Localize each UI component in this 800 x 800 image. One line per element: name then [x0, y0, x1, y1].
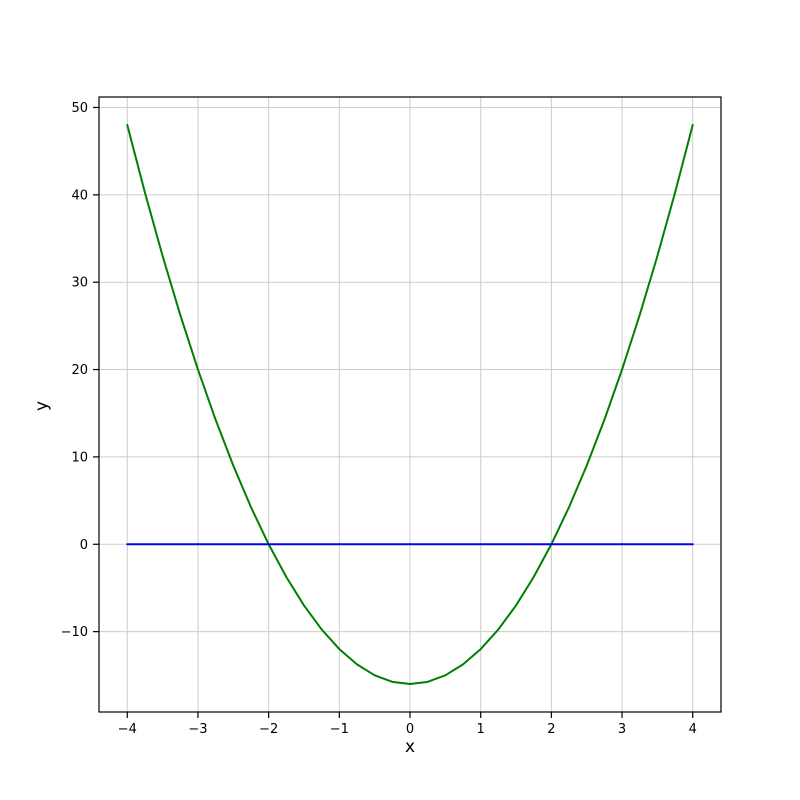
y-tick-label: 0 [80, 538, 88, 553]
x-tick-label: 3 [618, 722, 626, 737]
x-tick-label: 1 [477, 722, 485, 737]
x-tick-label: 0 [406, 722, 414, 737]
y-tick-label: 30 [71, 276, 88, 291]
x-tick-label: 4 [689, 722, 697, 737]
y-tick-label: 10 [71, 450, 88, 465]
grid-lines [99, 97, 721, 712]
y-tick-label: 40 [71, 188, 88, 203]
y-tick-label: −10 [61, 625, 88, 640]
x-tick-label: −3 [188, 722, 207, 737]
x-tick-label: 2 [547, 722, 555, 737]
series-line-0 [126, 123, 694, 686]
y-tick-label: 50 [71, 101, 88, 116]
y-tick-label: 20 [71, 363, 88, 378]
x-tick-label: −2 [259, 722, 278, 737]
x-tick-label: −1 [330, 722, 349, 737]
x-tick-label: −4 [118, 722, 137, 737]
axes [93, 96, 722, 718]
series-lines [126, 123, 694, 686]
y-axis-label: y [32, 401, 52, 411]
x-axis-label: x [405, 737, 415, 757]
